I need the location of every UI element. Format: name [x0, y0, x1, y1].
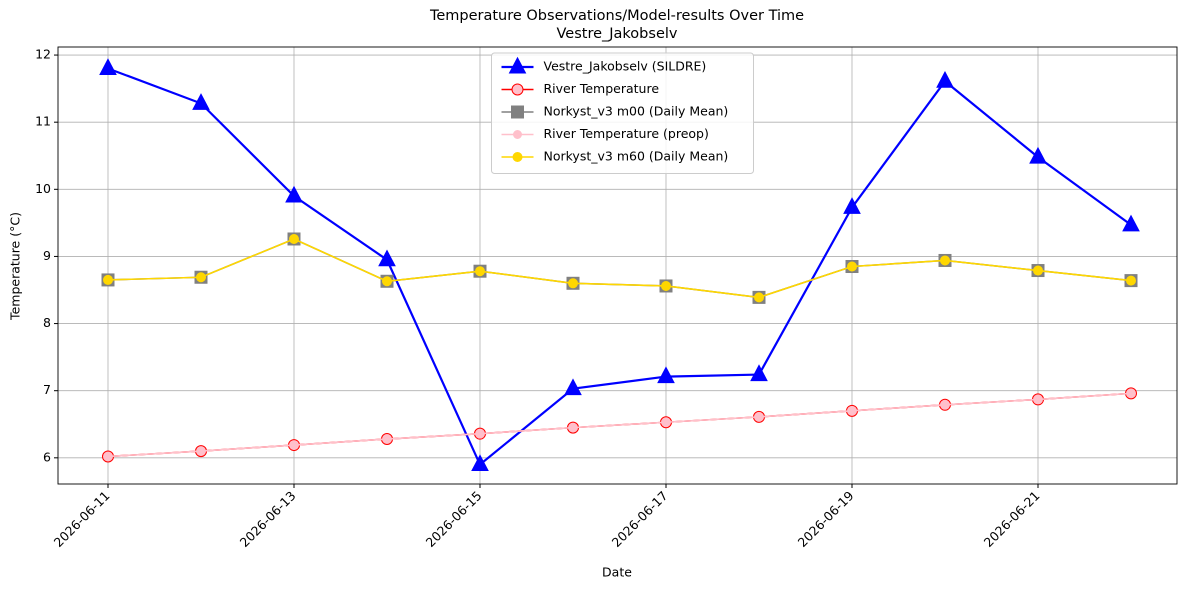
- marker: [512, 152, 523, 162]
- legend-label: River Temperature (preop): [544, 126, 709, 141]
- y-tick-label: 7: [43, 382, 51, 397]
- series-line: [107, 238, 1132, 299]
- marker: [513, 130, 522, 139]
- x-tick-label: 2026-06-11: [51, 488, 113, 550]
- marker: [754, 292, 764, 303]
- marker: [285, 185, 303, 203]
- marker: [471, 454, 489, 472]
- marker: [289, 233, 299, 244]
- series-line: [107, 238, 1132, 299]
- marker: [382, 434, 392, 444]
- x-tick-label: 2026-06-19: [795, 488, 857, 550]
- marker: [750, 364, 768, 382]
- marker: [196, 272, 206, 283]
- marker: [568, 278, 578, 289]
- y-tick-label: 9: [43, 248, 51, 263]
- marker: [382, 276, 392, 287]
- marker: [564, 378, 582, 396]
- x-tick-label: 2026-06-15: [423, 488, 485, 550]
- legend-label: River Temperature: [544, 81, 660, 96]
- marker: [1122, 214, 1140, 232]
- marker: [1126, 388, 1136, 398]
- marker: [475, 266, 485, 277]
- series: [103, 388, 1136, 461]
- marker: [103, 451, 113, 461]
- marker: [568, 423, 578, 433]
- legend-label: Norkyst_v3 m00 (Daily Mean): [544, 104, 729, 119]
- chart-subtitle: Vestre_Jakobselv: [557, 26, 678, 42]
- y-tick-label: 11: [35, 114, 51, 129]
- marker: [511, 83, 524, 96]
- series-line: [107, 67, 1132, 467]
- marker: [847, 261, 857, 272]
- y-tick-label: 12: [35, 47, 51, 62]
- marker: [378, 249, 396, 267]
- chart-title: Temperature Observations/Model-results O…: [429, 8, 804, 24]
- y-tick-label: 8: [43, 315, 51, 330]
- marker: [661, 417, 671, 427]
- series: [103, 233, 1136, 303]
- marker: [940, 400, 950, 410]
- marker: [511, 105, 524, 119]
- series: [101, 232, 1138, 304]
- series-line: [107, 392, 1132, 458]
- marker: [661, 280, 671, 291]
- legend-label: Vestre_Jakobselv (SILDRE): [544, 59, 707, 74]
- marker: [843, 197, 861, 214]
- legend-box: [491, 52, 754, 174]
- y-tick-label: 6: [43, 449, 51, 464]
- x-tick-label: 2026-06-13: [237, 488, 299, 550]
- marker: [289, 440, 299, 450]
- marker: [508, 56, 527, 74]
- x-tick-label: 2026-06-17: [609, 488, 671, 550]
- marker: [847, 406, 857, 416]
- marker: [1033, 394, 1043, 404]
- marker: [940, 255, 950, 266]
- marker: [1029, 146, 1047, 164]
- marker: [99, 58, 117, 75]
- marker: [475, 429, 485, 439]
- marker: [1033, 265, 1043, 276]
- marker: [754, 412, 764, 422]
- x-axis-label: Date: [602, 565, 632, 580]
- marker: [192, 93, 210, 110]
- marker: [1126, 275, 1136, 286]
- marker: [936, 70, 954, 88]
- series: [99, 58, 1140, 472]
- y-axis-label: Temperature (°C): [8, 212, 23, 321]
- marker: [103, 274, 113, 285]
- marker: [657, 366, 675, 384]
- plot-frame: [57, 46, 1178, 485]
- legend-label: Norkyst_v3 m60 (Daily Mean): [544, 149, 729, 164]
- y-tick-label: 10: [35, 181, 51, 196]
- marker: [196, 446, 206, 456]
- x-tick-label: 2026-06-21: [981, 488, 1043, 550]
